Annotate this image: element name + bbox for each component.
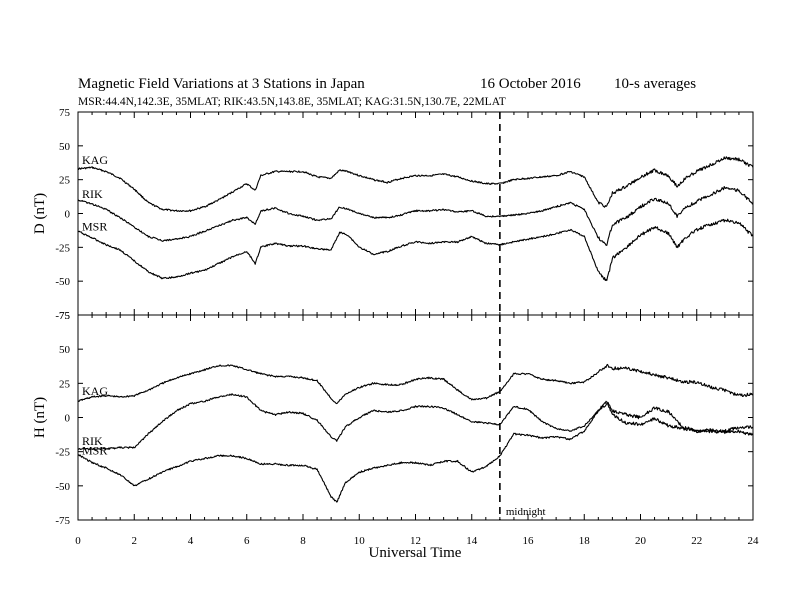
panel-frame [77,314,754,521]
y-tick-label: 75 [59,107,71,119]
chart-date: 16 October 2016 [480,76,581,92]
series-label-msr: MSR [82,444,107,458]
y-tick-label: -50 [55,481,70,493]
y-tick-label: 50 [59,344,71,356]
series-line-msr [77,402,754,503]
y-tick-label: -75 [55,310,70,322]
y-tick-label: 75 [59,310,71,322]
panel-frame [77,111,754,316]
x-tick-label: 14 [466,535,478,547]
chart-note: 10-s averages [614,76,696,92]
series-line-kag [77,363,754,405]
y-axis-title: D (nT) [32,193,48,234]
x-tick-label: 18 [579,535,591,547]
y-tick-label: -75 [55,515,70,527]
series-label-kag: KAG [82,153,108,167]
y-tick-label: 50 [59,141,71,153]
x-axis-title: Universal Time [369,545,462,561]
x-tick-label: 24 [748,535,760,547]
y-tick-label: -50 [55,276,70,288]
y-tick-label: 25 [59,175,71,187]
x-tick-label: 4 [188,535,194,547]
series-label-rik: RIK [82,434,103,448]
x-tick-label: 20 [635,535,647,547]
x-tick-label: 0 [75,535,81,547]
x-tick-label: 12 [410,535,421,547]
series-line-msr [77,218,754,282]
midnight-label: midnight [506,506,546,518]
x-tick-label: 8 [300,535,306,547]
y-tick-label: -25 [55,242,70,254]
x-tick-label: 10 [354,535,366,547]
y-tick-label: -25 [55,447,70,459]
y-tick-label: 25 [59,378,71,390]
y-tick-label: 0 [65,209,71,221]
series-label-msr: MSR [82,219,107,233]
panel-d: 75 50 25 0 -25 -50 -75 D (nT) KAG RIK MSR [32,107,754,322]
series-label-kag: KAG [82,384,108,398]
x-tick-label: 2 [132,535,138,547]
chart-title: Magnetic Field Variations at 3 Stations … [78,76,365,92]
series-line-rik [77,393,754,451]
x-tick-label: 22 [691,535,702,547]
x-tick-label: 6 [244,535,250,547]
x-tick-label: 16 [523,535,535,547]
series-line-rik [77,185,754,246]
series-label-rik: RIK [82,187,103,201]
chart-subtitle: MSR:44.4N,142.3E, 35MLAT; RIK:43.5N,143.… [78,96,506,108]
series-line-kag [77,156,754,213]
y-axis-title: H (nT) [32,397,48,438]
y-tick-label: 0 [65,413,71,425]
